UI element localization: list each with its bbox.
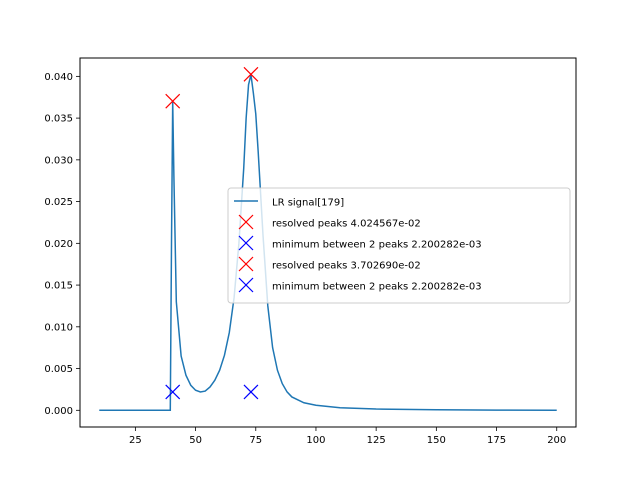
x-tick-label: 50 — [189, 435, 202, 446]
legend-marker-handle — [238, 277, 254, 293]
legend-label: resolved peaks 4.024567e-02 — [272, 219, 421, 230]
x-tick-label: 125 — [367, 435, 386, 446]
y-tick-label: 0.010 — [44, 322, 73, 333]
legend-label: LR signal[179] — [272, 198, 344, 209]
legend-label: minimum between 2 peaks 2.200282e-03 — [272, 282, 482, 293]
axes-frame — [79, 57, 577, 428]
y-tick-label: 0.035 — [44, 114, 73, 125]
legend-box — [227, 187, 571, 304]
x-tick-label: 25 — [129, 435, 142, 446]
x-axis: 25 50 75 100 125 150 175 200 — [129, 427, 566, 446]
x-tick-label: 175 — [487, 435, 506, 446]
minimum-marker-2 — [243, 384, 259, 400]
y-tick-label: 0.015 — [44, 281, 73, 292]
minimum-marker-4 — [165, 384, 181, 400]
y-axis: 0.000 0.005 0.010 0.015 0.020 0.025 0.030 0.035… — [44, 72, 80, 417]
legend: LR signal[179] resolved peaks 4.024567e-0… — [227, 187, 571, 304]
y-tick-label: 0.030 — [44, 155, 73, 166]
y-tick-label: 0.000 — [44, 406, 73, 417]
resolved-peak-marker-1 — [243, 66, 259, 82]
resolved-peak-marker-3 — [165, 93, 181, 109]
legend-marker-handle — [238, 214, 254, 230]
x-tick-label: 150 — [427, 435, 446, 446]
x-tick-label: 100 — [306, 435, 325, 446]
y-tick-label: 0.020 — [44, 239, 73, 250]
y-tick-label: 0.025 — [44, 197, 73, 208]
legend-label: minimum between 2 peaks 2.200282e-03 — [272, 240, 482, 251]
legend-marker-handle — [238, 256, 254, 272]
y-tick-label: 0.005 — [44, 364, 73, 375]
x-tick-label: 200 — [547, 435, 566, 446]
legend-label: resolved peaks 3.702690e-02 — [272, 261, 421, 272]
legend-marker-handle — [238, 235, 254, 251]
y-tick-label: 0.040 — [44, 72, 73, 83]
x-tick-label: 75 — [249, 435, 262, 446]
